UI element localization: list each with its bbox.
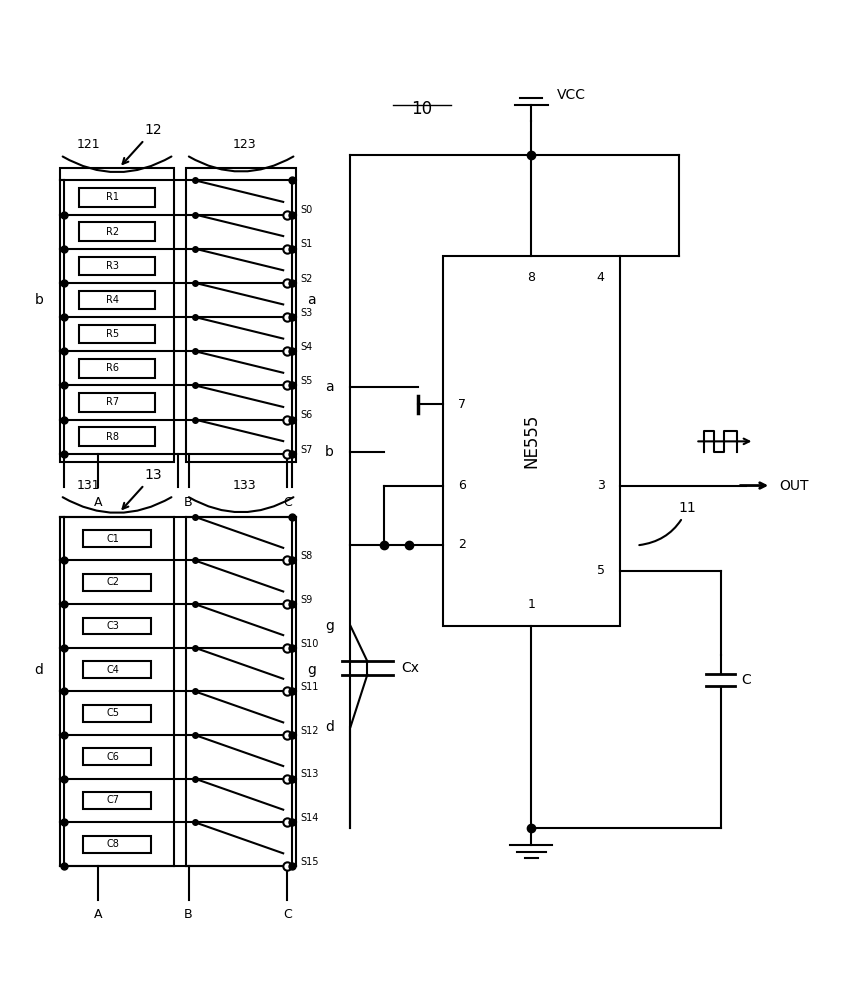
Text: 10: 10 <box>411 100 433 118</box>
Bar <box>84 574 151 591</box>
Text: S5: S5 <box>300 376 312 386</box>
Bar <box>79 393 155 412</box>
Text: S1: S1 <box>300 239 312 249</box>
Text: S7: S7 <box>300 445 312 455</box>
Text: 13: 13 <box>122 468 162 509</box>
Bar <box>187 517 295 866</box>
Text: S2: S2 <box>300 274 312 284</box>
Text: VCC: VCC <box>556 88 586 102</box>
Text: 121: 121 <box>77 138 100 151</box>
Text: C8: C8 <box>106 839 119 849</box>
Text: b: b <box>35 293 43 307</box>
Bar <box>60 517 174 866</box>
Text: S14: S14 <box>300 813 318 823</box>
Text: R6: R6 <box>106 363 119 373</box>
Text: S12: S12 <box>300 726 318 736</box>
Text: C1: C1 <box>106 534 119 544</box>
Text: C: C <box>742 673 751 687</box>
Text: d: d <box>35 663 43 677</box>
Text: 8: 8 <box>528 271 535 284</box>
Text: S6: S6 <box>300 410 312 420</box>
Bar <box>84 705 151 722</box>
Text: R8: R8 <box>106 432 119 442</box>
Text: 123: 123 <box>233 138 257 151</box>
Text: S10: S10 <box>300 639 318 649</box>
Bar <box>84 618 151 634</box>
Bar <box>84 530 151 547</box>
Text: R5: R5 <box>106 329 119 339</box>
Bar <box>79 222 155 241</box>
Bar <box>84 836 151 853</box>
Text: S9: S9 <box>300 595 312 605</box>
Text: A: A <box>94 908 102 921</box>
Text: g: g <box>306 663 316 677</box>
Text: S13: S13 <box>300 769 318 779</box>
Text: B: B <box>184 908 193 921</box>
Bar <box>84 748 151 765</box>
Text: b: b <box>325 445 333 459</box>
Text: g: g <box>325 619 333 633</box>
Text: C: C <box>283 496 292 509</box>
Text: R3: R3 <box>106 261 119 271</box>
Text: C7: C7 <box>106 795 119 805</box>
Bar <box>79 291 155 309</box>
Text: a: a <box>306 293 316 307</box>
Bar <box>84 792 151 809</box>
Text: C6: C6 <box>106 752 119 762</box>
Text: 7: 7 <box>458 398 466 411</box>
Text: S15: S15 <box>300 857 318 867</box>
Bar <box>187 168 295 462</box>
Bar <box>79 257 155 275</box>
Text: S3: S3 <box>300 308 312 318</box>
Text: NE555: NE555 <box>522 414 540 468</box>
Bar <box>79 325 155 343</box>
Text: S11: S11 <box>300 682 318 692</box>
Text: R2: R2 <box>106 227 119 237</box>
Text: R4: R4 <box>106 295 119 305</box>
Text: 3: 3 <box>597 479 604 492</box>
Bar <box>79 188 155 207</box>
Text: A: A <box>94 496 102 509</box>
Text: C4: C4 <box>106 665 119 675</box>
Text: 133: 133 <box>233 479 257 492</box>
Text: R7: R7 <box>106 397 119 407</box>
Text: 1: 1 <box>528 598 535 611</box>
Bar <box>443 256 619 626</box>
Text: 12: 12 <box>122 123 162 164</box>
Text: OUT: OUT <box>780 479 809 493</box>
Text: C5: C5 <box>106 708 119 718</box>
Text: B: B <box>184 496 193 509</box>
Text: S0: S0 <box>300 205 312 215</box>
Text: d: d <box>325 720 333 734</box>
Text: C3: C3 <box>106 621 119 631</box>
Text: a: a <box>325 380 333 394</box>
Text: S8: S8 <box>300 551 312 561</box>
Bar <box>84 661 151 678</box>
Text: C: C <box>283 908 292 921</box>
Text: R1: R1 <box>106 192 119 202</box>
Text: C2: C2 <box>106 577 119 587</box>
Text: S4: S4 <box>300 342 312 352</box>
Text: 11: 11 <box>639 501 696 545</box>
Text: 5: 5 <box>597 564 604 577</box>
Text: 4: 4 <box>597 271 604 284</box>
Bar <box>60 168 174 462</box>
Text: 6: 6 <box>458 479 466 492</box>
Text: Cx: Cx <box>401 661 419 675</box>
Bar <box>79 359 155 378</box>
Bar <box>79 427 155 446</box>
Text: 2: 2 <box>458 538 466 551</box>
Text: 131: 131 <box>77 479 100 492</box>
